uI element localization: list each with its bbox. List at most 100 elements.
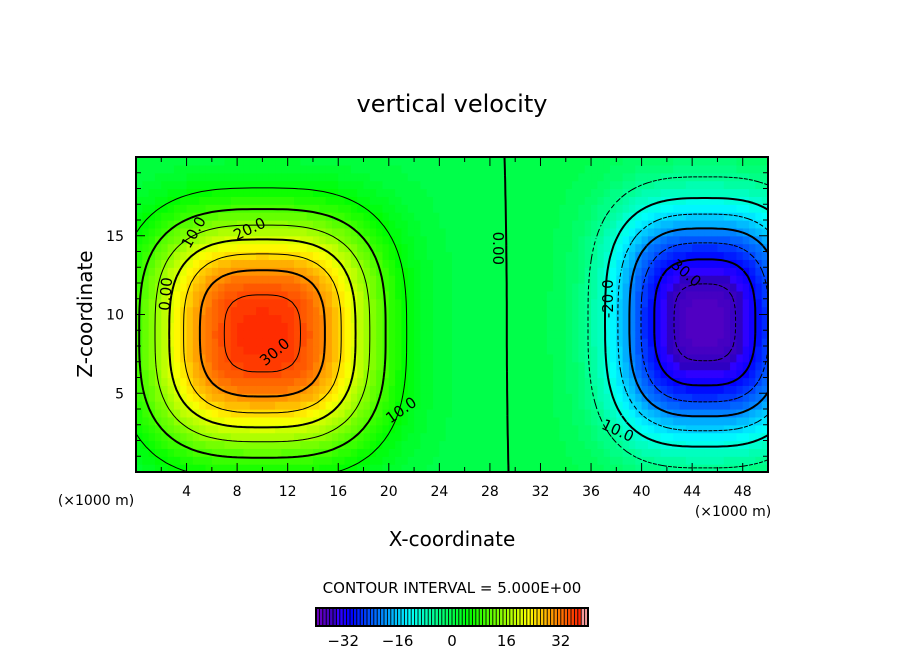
field-cell — [698, 346, 706, 355]
field-cell — [458, 432, 466, 442]
field-cell — [452, 306, 459, 316]
field-cell — [641, 157, 649, 166]
field-cell — [508, 338, 516, 347]
field-cell — [546, 401, 554, 410]
field-cell — [527, 243, 535, 253]
field-cell — [584, 196, 592, 205]
field-cell — [382, 220, 390, 229]
field-cell — [414, 440, 421, 449]
field-cell — [749, 298, 756, 308]
field-cell — [755, 204, 763, 213]
field-cell — [666, 330, 674, 339]
field-cell — [496, 306, 504, 316]
field-cell — [136, 416, 143, 426]
field-cell — [268, 267, 276, 276]
field-cell — [698, 385, 706, 394]
field-cell — [540, 322, 548, 331]
field-cell — [730, 220, 737, 229]
field-cell — [553, 180, 561, 190]
field-cell — [742, 164, 750, 174]
field-cell — [218, 157, 226, 166]
field-cell — [224, 409, 232, 418]
field-cell — [338, 275, 346, 284]
field-cell — [527, 283, 535, 292]
field-cell — [300, 330, 308, 339]
field-cell — [350, 227, 358, 237]
field-cell — [565, 204, 573, 213]
field-cell — [546, 196, 554, 205]
field-cell — [363, 432, 371, 442]
field-cell — [527, 196, 535, 205]
field-cell — [628, 432, 636, 442]
field-cell — [546, 164, 554, 174]
field-cell — [230, 456, 238, 465]
field-cell — [249, 322, 257, 331]
field-cell — [142, 424, 150, 434]
field-cell — [515, 298, 523, 308]
field-cell — [154, 361, 162, 371]
field-cell — [319, 180, 327, 190]
field-cell — [597, 164, 605, 174]
field-cell — [616, 267, 624, 276]
field-cell — [148, 346, 156, 355]
field-cell — [761, 314, 769, 323]
field-cell — [685, 448, 693, 457]
field-cell — [452, 204, 459, 213]
field-cell — [249, 243, 257, 253]
field-cell — [319, 204, 327, 213]
field-cell — [666, 353, 674, 363]
field-cell — [641, 283, 649, 292]
field-cell — [458, 172, 466, 182]
field-cell — [692, 409, 700, 418]
field-cell — [635, 330, 643, 339]
field-cell — [407, 275, 415, 284]
field-cell — [628, 369, 636, 379]
field-cell — [508, 448, 516, 457]
field-cell — [376, 227, 384, 237]
field-cell — [136, 283, 143, 292]
field-cell — [192, 440, 200, 449]
field-cell — [205, 204, 213, 213]
field-cell — [628, 464, 636, 473]
field-cell — [559, 204, 567, 213]
field-cell — [243, 196, 251, 205]
field-cell — [553, 377, 561, 386]
field-cell — [331, 243, 339, 253]
field-cell — [717, 275, 725, 284]
colorbar-swatch — [475, 608, 480, 626]
field-cell — [610, 464, 617, 473]
field-cell — [521, 298, 529, 308]
field-cell — [521, 204, 529, 213]
field-cell — [148, 283, 156, 292]
field-cell — [584, 188, 592, 197]
field-cell — [325, 385, 333, 394]
field-cell — [711, 267, 719, 276]
field-cell — [357, 298, 365, 308]
field-cell — [711, 283, 719, 292]
field-cell — [243, 283, 251, 292]
field-cell — [553, 172, 561, 182]
field-cell — [243, 456, 251, 465]
field-cell — [502, 157, 510, 166]
field-cell — [312, 306, 320, 316]
field-cell — [647, 424, 655, 434]
field-cell — [742, 172, 750, 182]
field-cell — [698, 220, 706, 229]
field-cell — [388, 369, 396, 379]
field-cell — [521, 385, 529, 394]
field-cell — [692, 267, 700, 276]
field-cell — [761, 180, 769, 190]
field-cell — [742, 259, 750, 268]
field-cell — [527, 157, 535, 166]
field-cell — [161, 157, 169, 166]
field-cell — [540, 275, 548, 284]
field-cell — [704, 259, 712, 268]
field-cell — [742, 314, 750, 323]
field-cell — [698, 456, 706, 465]
field-cell — [666, 180, 674, 190]
field-cell — [211, 220, 219, 229]
field-cell — [243, 377, 251, 386]
field-cell — [312, 212, 320, 221]
field-cell — [761, 416, 769, 426]
field-cell — [572, 440, 579, 449]
